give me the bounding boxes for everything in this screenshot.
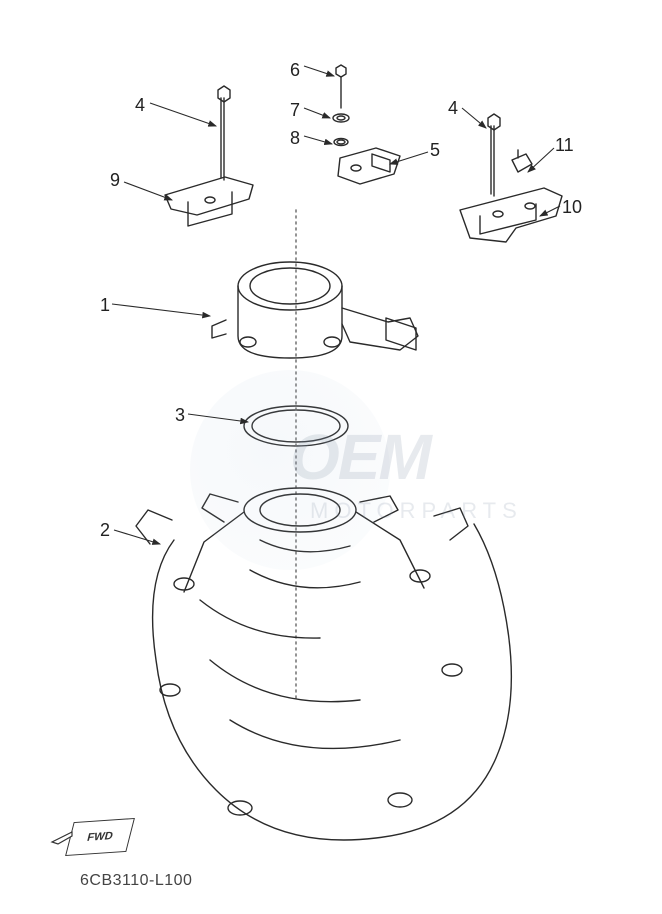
callout-8: 8 bbox=[290, 128, 300, 149]
callout-1: 1 bbox=[100, 295, 110, 316]
callout-10: 10 bbox=[562, 197, 582, 218]
fwd-arrow-icon bbox=[48, 828, 74, 848]
callout-4: 4 bbox=[135, 95, 145, 116]
diagram-canvas: OEM MOTORPARTS bbox=[0, 0, 662, 914]
callout-9: 9 bbox=[110, 170, 120, 191]
callout-6: 6 bbox=[290, 60, 300, 81]
part-code: 6CB3110-L100 bbox=[80, 872, 192, 890]
callout-7: 7 bbox=[290, 100, 300, 121]
callout-11: 11 bbox=[555, 135, 574, 156]
callout-4: 4 bbox=[448, 98, 458, 119]
callout-5: 5 bbox=[430, 140, 440, 161]
fwd-badge: FWD bbox=[65, 818, 135, 856]
callout-2: 2 bbox=[100, 520, 110, 541]
fwd-label: FWD bbox=[86, 830, 115, 844]
callout-3: 3 bbox=[175, 405, 185, 426]
